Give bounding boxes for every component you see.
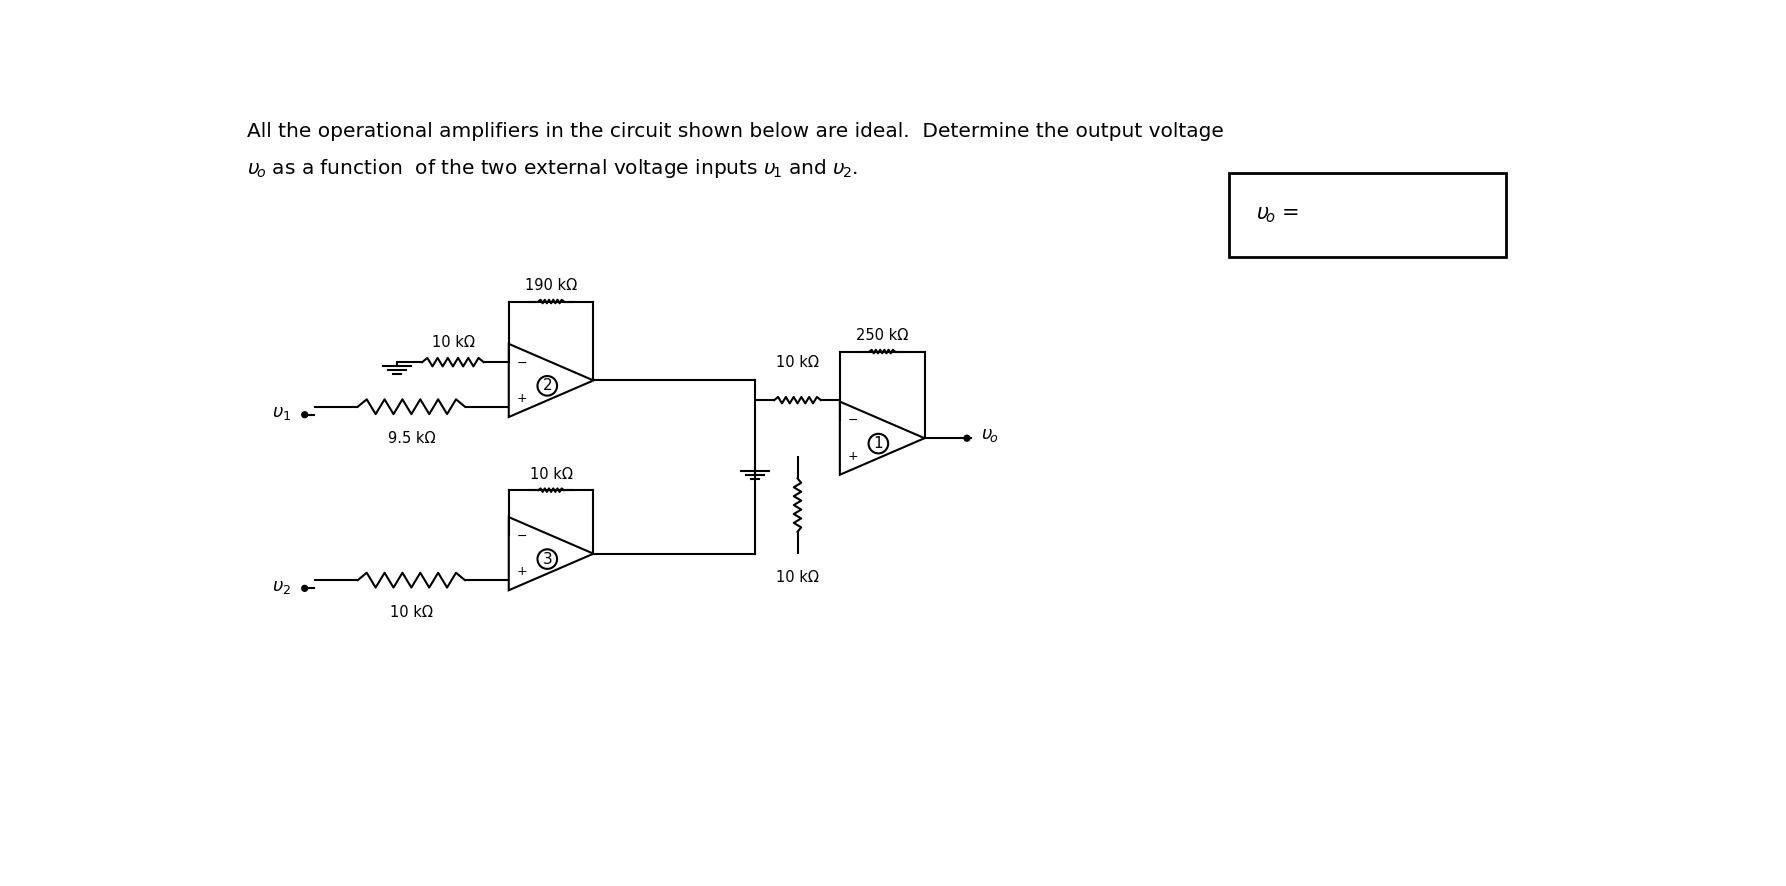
Text: $\upsilon_{\!o}$ as a function  of the two external voltage inputs $\upsilon_{\!: $\upsilon_{\!o}$ as a function of the tw…: [246, 157, 857, 180]
Text: $\upsilon_1$: $\upsilon_1$: [271, 404, 291, 422]
Text: All the operational amplifiers in the circuit shown below are ideal.  Determine : All the operational amplifiers in the ci…: [246, 122, 1223, 142]
Text: 9.5 kΩ: 9.5 kΩ: [388, 431, 436, 446]
Text: $+$: $+$: [516, 565, 527, 579]
Text: 3: 3: [543, 552, 552, 566]
Circle shape: [964, 435, 970, 441]
Circle shape: [302, 412, 307, 417]
Text: 190 kΩ: 190 kΩ: [525, 278, 577, 293]
Text: 10 kΩ: 10 kΩ: [389, 604, 432, 619]
Text: 10 kΩ: 10 kΩ: [432, 335, 475, 350]
Text: 2: 2: [543, 378, 552, 393]
Text: 10 kΩ: 10 kΩ: [530, 467, 573, 482]
Circle shape: [302, 586, 307, 591]
Text: $\upsilon_{\!o}$ =: $\upsilon_{\!o}$ =: [1256, 205, 1298, 225]
Text: $+$: $+$: [516, 392, 527, 405]
Bar: [1229, 173, 1506, 257]
Text: 10 kΩ: 10 kΩ: [777, 570, 820, 585]
Text: 10 kΩ: 10 kΩ: [777, 354, 820, 369]
Text: $\upsilon_{\!o}$: $\upsilon_{\!o}$: [981, 426, 998, 444]
Text: $\upsilon_2$: $\upsilon_2$: [271, 578, 291, 595]
Text: 1: 1: [873, 436, 884, 451]
Text: $-$: $-$: [847, 414, 857, 426]
Text: $-$: $-$: [516, 355, 527, 369]
Text: 250 kΩ: 250 kΩ: [855, 328, 909, 343]
Text: $+$: $+$: [847, 450, 857, 463]
Text: $-$: $-$: [516, 529, 527, 542]
